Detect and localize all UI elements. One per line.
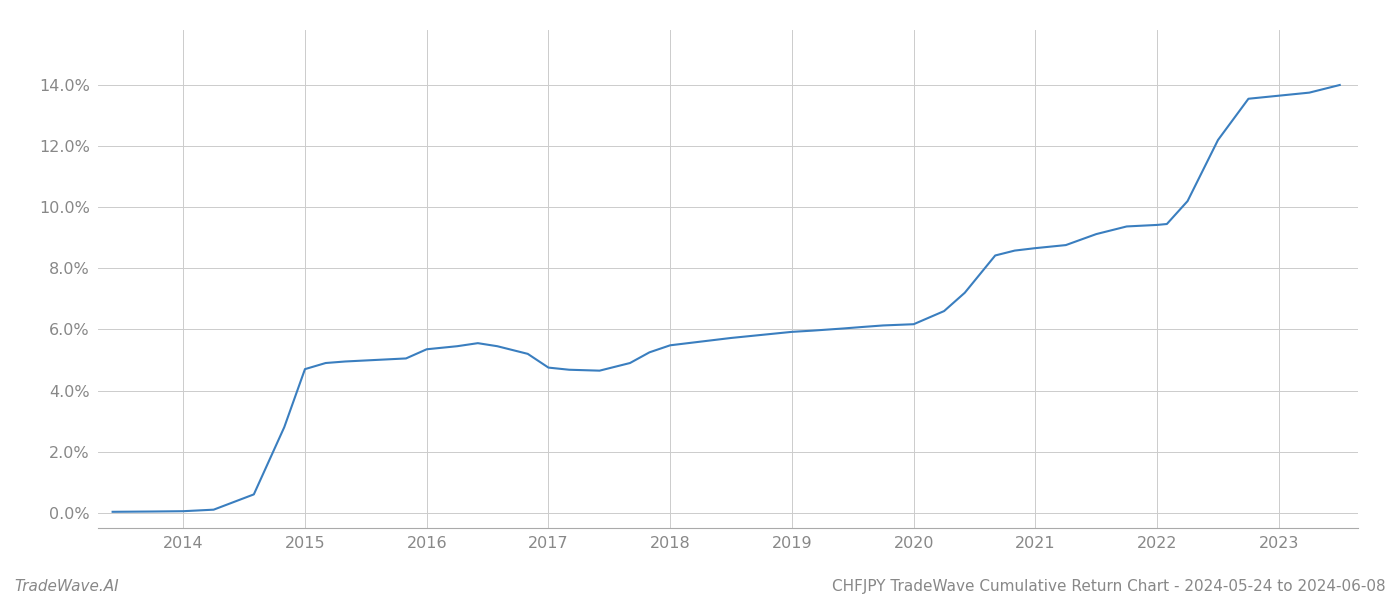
Text: CHFJPY TradeWave Cumulative Return Chart - 2024-05-24 to 2024-06-08: CHFJPY TradeWave Cumulative Return Chart…: [833, 579, 1386, 594]
Text: TradeWave.AI: TradeWave.AI: [14, 579, 119, 594]
